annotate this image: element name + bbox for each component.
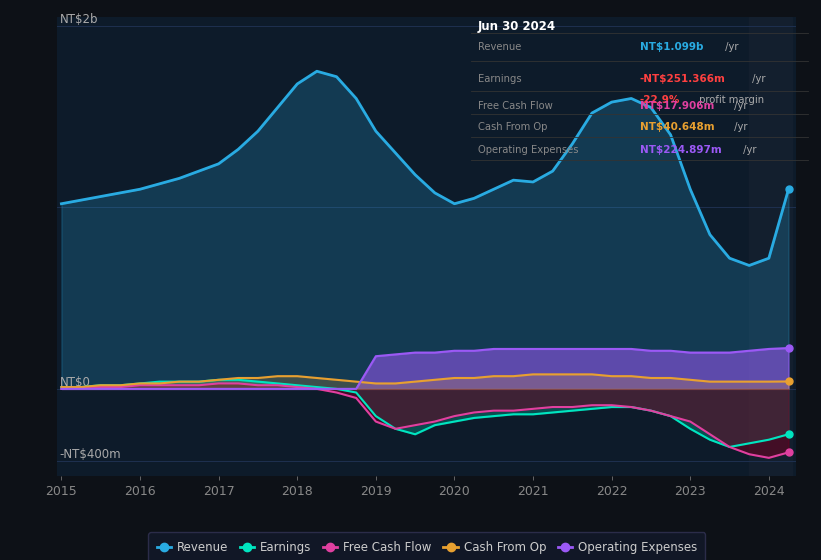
Text: NT$40.648m: NT$40.648m [640,122,714,132]
Text: /yr: /yr [750,73,766,83]
Text: -NT$251.366m: -NT$251.366m [640,73,726,83]
Text: Revenue: Revenue [478,42,521,52]
Text: NT$1.099b: NT$1.099b [640,42,703,52]
Text: Cash From Op: Cash From Op [478,122,548,132]
Text: profit margin: profit margin [696,95,764,105]
Text: /yr: /yr [722,42,738,52]
Text: NT$2b: NT$2b [60,13,99,26]
Text: /yr: /yr [731,122,747,132]
Legend: Revenue, Earnings, Free Cash Flow, Cash From Op, Operating Expenses: Revenue, Earnings, Free Cash Flow, Cash … [149,533,705,560]
Text: Free Cash Flow: Free Cash Flow [478,101,553,111]
Bar [750,17,792,476]
Text: /yr: /yr [731,101,747,111]
Text: -NT$400m: -NT$400m [60,449,122,461]
Text: NT$17.906m: NT$17.906m [640,101,714,111]
Text: /yr: /yr [740,144,757,155]
Text: -22.9%: -22.9% [640,95,680,105]
Text: NT$224.897m: NT$224.897m [640,144,722,155]
Text: NT$0: NT$0 [60,376,90,389]
Text: Earnings: Earnings [478,73,521,83]
Text: Jun 30 2024: Jun 30 2024 [478,20,556,33]
Text: Operating Expenses: Operating Expenses [478,144,579,155]
